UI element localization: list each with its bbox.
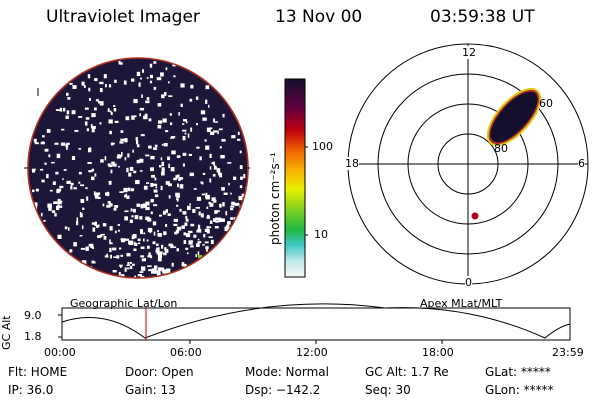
orbit-y-tick-bottom: 1.8 <box>24 330 42 343</box>
orbit-x-tick-0: 00:00 <box>44 346 76 359</box>
lat-label-60: 60 <box>539 97 553 110</box>
status-glon: GLon: ***** <box>485 383 554 397</box>
polar-mlt-plot <box>347 43 589 285</box>
status-gain: Gain: 13 <box>125 383 176 397</box>
status-door: Door: Open <box>125 365 194 379</box>
mlt-label-18: 18 <box>345 157 359 170</box>
auroral-speckle <box>31 60 248 278</box>
mlt-label-0: 0 <box>465 276 472 289</box>
uv-image-disc <box>24 57 250 279</box>
auroral-oval <box>486 87 542 147</box>
date-label: 13 Nov 00 <box>275 7 363 27</box>
status-dsp: Dsp: −142.2 <box>245 383 321 397</box>
status-glat: GLat: ***** <box>485 365 551 379</box>
time-label: 03:59:38 UT <box>430 7 535 27</box>
status-gc-alt: GC Alt: 1.7 Re <box>365 365 449 379</box>
orbit-y-tick-top: 9.0 <box>24 309 42 322</box>
colorbar-tick-100: 100 <box>312 140 333 153</box>
status-seq: Seq: 30 <box>365 383 411 397</box>
colorbar-unit-label: photon cm⁻²s⁻¹ <box>268 152 282 245</box>
mlt-label-6: 6 <box>578 157 585 170</box>
status-ip: IP: 36.0 <box>8 383 54 397</box>
orbit-x-tick-2: 12:00 <box>296 346 328 359</box>
orbit-right-label: Apex MLat/MLT <box>420 297 503 310</box>
altitude-trace <box>61 303 571 339</box>
orbit-altitude-plot <box>58 303 571 344</box>
lat-label-80: 80 <box>494 142 508 155</box>
colorbar <box>284 78 308 278</box>
orbit-x-tick-3: 18:00 <box>422 346 454 359</box>
mlt-label-12: 12 <box>462 46 476 59</box>
status-flight: Flt: HOME <box>8 365 68 379</box>
orbit-x-tick-4: 23:59 <box>552 346 584 359</box>
app-title: Ultraviolet Imager <box>46 7 200 27</box>
spacecraft-marker <box>471 212 479 220</box>
status-mode: Mode: Normal <box>245 365 329 379</box>
colorbar-tick-10: 10 <box>314 228 328 241</box>
orbit-x-tick-1: 06:00 <box>170 346 202 359</box>
orbit-left-label: Geographic Lat/Lon <box>70 297 178 310</box>
